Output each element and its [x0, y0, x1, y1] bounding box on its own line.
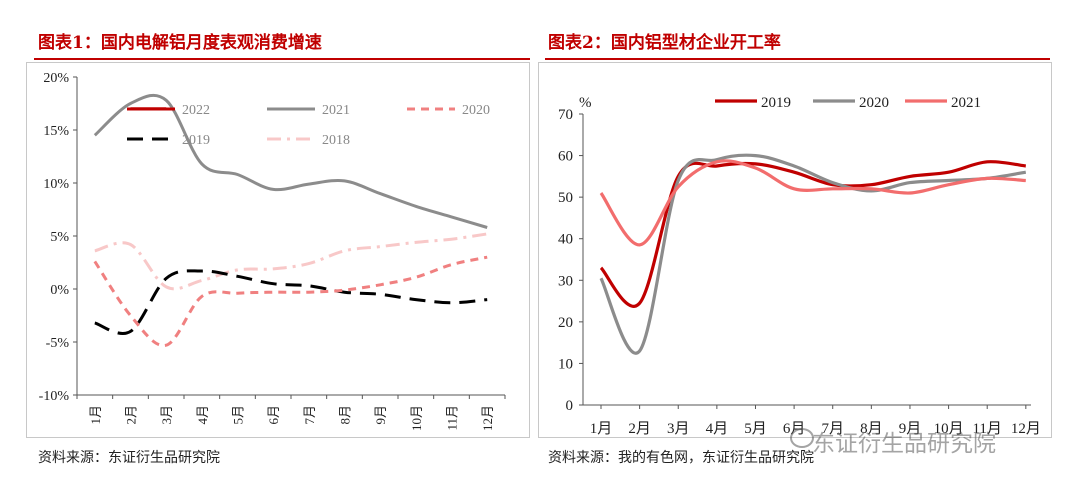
- chart-1-svg: 20% 15% 10% 5% 0% -5% -10% 1月 2月 3月 4月 5月 6月 7月 8月 9月 10…: [39, 71, 506, 431]
- legend-label-2021: 2021: [951, 95, 981, 111]
- chart-1-frame: 20% 15% 10% 5% 0% -5% -10% 1月 2月 3月 4月 5月 6月 7月 8月 9月 10…: [26, 62, 530, 438]
- x-tick-label: 2月: [628, 421, 651, 437]
- chart-2-title-rule: [545, 58, 1050, 60]
- x-tick-label: 2月: [124, 405, 139, 425]
- legend-label-2022: 2022: [182, 103, 210, 118]
- x-tick-label: 10月: [409, 405, 424, 431]
- chart-2-title: 图表2：国内铝型材企业开工率: [548, 33, 781, 53]
- x-tick-label: 11月: [972, 421, 1001, 437]
- legend-label-2019: 2019: [182, 133, 210, 148]
- x-tick-label: 7月: [302, 405, 317, 425]
- y-tick-label: 50: [558, 190, 573, 206]
- x-tick-label: 12月: [1011, 421, 1041, 437]
- y-tick-label: 15%: [43, 124, 69, 139]
- y-tick-label: 5%: [50, 230, 69, 245]
- x-tick-label: 1月: [88, 405, 103, 425]
- chart-2-frame: % 0 10 20 30 40 50 60 70 1月 2月 3月 4月 5月 6月 7月 8月 9月 10月 11月…: [538, 62, 1052, 438]
- x-tick-label: 7月: [821, 421, 844, 437]
- series-line-2021: [93, 93, 488, 229]
- x-tick-label: 6月: [266, 405, 281, 425]
- x-tick-label: 5月: [744, 421, 767, 437]
- y-tick-label: 0: [566, 398, 574, 414]
- x-tick-label: 9月: [373, 405, 388, 425]
- x-tick-label: 11月: [445, 405, 460, 431]
- legend-label-2021: 2021: [322, 103, 350, 118]
- wechat-icon: [790, 428, 814, 448]
- x-tick-label: 12月: [480, 405, 495, 431]
- x-tick-label: 8月: [860, 421, 883, 437]
- series-line-2019: [94, 269, 488, 335]
- x-tick-label: 1月: [590, 421, 613, 437]
- y-tick-label: -10%: [39, 389, 70, 404]
- chart-1-title: 图表1：国内电解铝月度表观消费增速: [38, 33, 322, 53]
- y-tick-label: 60: [558, 149, 573, 165]
- x-tick-label: 3月: [159, 405, 174, 425]
- chart-2-source: 资料来源：我的有色网，东证衍生品研究院: [548, 450, 814, 466]
- x-tick-label: 4月: [195, 405, 210, 425]
- x-tick-label: 5月: [231, 405, 246, 425]
- legend-label-2020: 2020: [462, 103, 490, 118]
- chart-1-source: 资料来源：东证衍生品研究院: [38, 450, 220, 466]
- y-tick-label: 30: [558, 273, 573, 289]
- y-tick-label: 40: [558, 232, 573, 248]
- x-tick-label: 3月: [667, 421, 690, 437]
- series-line-2019: [599, 160, 1027, 308]
- series-line-2020: [599, 153, 1027, 355]
- y-tick-label: 70: [558, 107, 573, 123]
- series-line-2021: [599, 159, 1026, 247]
- y-unit-label: %: [579, 95, 592, 111]
- legend-label-2019: 2019: [761, 95, 791, 111]
- y-tick-label: 10%: [43, 177, 69, 192]
- x-tick-label: 4月: [706, 421, 729, 437]
- y-tick-label: 20%: [43, 71, 69, 86]
- watermark: 东证衍生品研究院: [812, 431, 996, 457]
- legend-label-2018: 2018: [322, 133, 350, 148]
- series-line-2020: [93, 255, 488, 347]
- y-tick-label: 0%: [50, 283, 69, 298]
- x-tick-label: 10月: [934, 421, 964, 437]
- legend-label-2020: 2020: [859, 95, 889, 111]
- y-tick-label: 20: [558, 315, 573, 331]
- y-tick-label: 10: [558, 356, 573, 372]
- x-tick-label: 8月: [338, 405, 353, 425]
- chart-1-title-rule: [34, 58, 530, 60]
- series-line-2018: [94, 232, 488, 291]
- y-tick-label: -5%: [46, 336, 70, 351]
- x-tick-label: 9月: [899, 421, 922, 437]
